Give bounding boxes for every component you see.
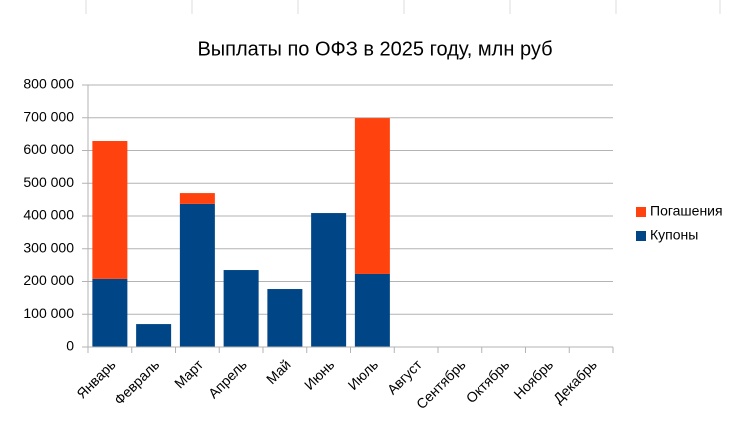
- x-tick-label: Апрель: [205, 356, 250, 401]
- y-tick-label: 600 000: [23, 141, 74, 157]
- chart-title: Выплаты по ОФЗ в 2025 году, млн руб: [197, 38, 552, 60]
- legend-swatch: [636, 231, 646, 241]
- bar: [92, 278, 128, 347]
- x-tick-label: Октябрь: [463, 356, 513, 406]
- y-tick-label: 800 000: [23, 76, 74, 92]
- x-tick-label: Май: [263, 356, 294, 387]
- bar: [354, 118, 390, 274]
- y-tick-label: 400 000: [23, 207, 74, 223]
- x-tick-label: Март: [171, 356, 206, 391]
- bar: [179, 193, 215, 204]
- bar: [223, 270, 259, 347]
- y-tick-label: 700 000: [23, 108, 74, 124]
- y-tick-label: 300 000: [23, 239, 74, 255]
- sheet-grid: [85, 0, 721, 14]
- legend-label: Купоны: [650, 227, 698, 243]
- legend-swatch: [636, 207, 646, 217]
- x-tick-label: Август: [384, 356, 426, 398]
- x-tick-label: Июль: [345, 356, 382, 393]
- bar: [179, 203, 215, 347]
- y-tick-label: 200 000: [23, 272, 74, 288]
- x-tick-label: Июнь: [301, 356, 337, 392]
- x-tick-label: Декабрь: [550, 356, 600, 406]
- bar: [267, 289, 303, 347]
- y-tick-label: 100 000: [23, 305, 74, 321]
- y-tick-label: 500 000: [23, 174, 74, 190]
- bar: [92, 141, 128, 279]
- legend-label: Погашения: [650, 203, 723, 219]
- bar: [136, 324, 172, 347]
- x-tick-label: Февраль: [111, 356, 163, 408]
- y-tick-label: 0: [66, 338, 74, 354]
- bar: [311, 213, 347, 347]
- bar: [354, 273, 390, 347]
